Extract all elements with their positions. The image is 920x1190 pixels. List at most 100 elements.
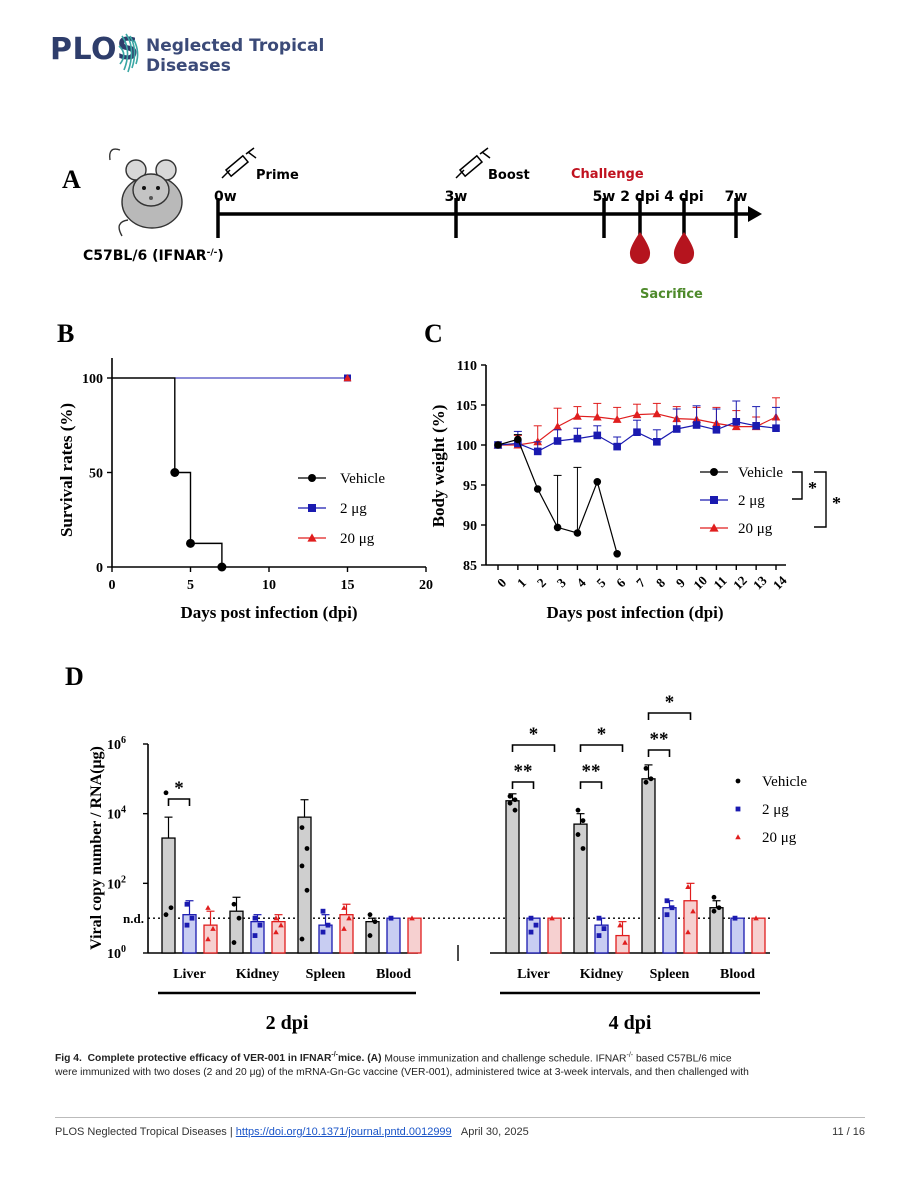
data-point xyxy=(186,538,195,548)
sacrifice-label: Sacrifice xyxy=(640,287,703,302)
data-point xyxy=(573,434,582,443)
data-point xyxy=(772,424,780,432)
significance-label: ** xyxy=(582,761,601,782)
caption-text1-sup: -/- xyxy=(626,1052,634,1059)
tissue-label: Blood xyxy=(720,967,755,982)
data-point xyxy=(592,412,602,421)
blood-drop-icon xyxy=(673,232,695,264)
x-tick-label: 2 xyxy=(534,575,549,590)
tissue-label: Kidney xyxy=(236,967,280,982)
tissue-label: Blood xyxy=(376,967,411,982)
bar xyxy=(365,921,380,954)
data-point xyxy=(690,908,696,914)
caption-panel-ref: (A) xyxy=(367,1053,382,1065)
significance-label: * xyxy=(832,493,841,513)
data-point xyxy=(580,846,586,851)
footer-doi-link[interactable]: https://doi.org/10.1371/journal.pntd.001… xyxy=(235,1126,452,1138)
prime-label: Prime xyxy=(256,168,299,183)
page-footer: PLOS Neglected Tropical Diseases | https… xyxy=(55,1126,865,1138)
timepoint-label: 4 dpi xyxy=(609,1012,652,1034)
data-point xyxy=(507,793,513,799)
data-point xyxy=(664,898,670,904)
x-tick-label: 9 xyxy=(673,575,689,591)
legend-marker xyxy=(308,504,316,512)
data-point xyxy=(553,422,562,431)
timeline-time-label: 3w xyxy=(445,189,468,205)
y-axis-title: Survival rates (%) xyxy=(57,403,76,537)
data-point xyxy=(533,447,542,456)
bar xyxy=(573,823,588,954)
data-point xyxy=(341,904,347,910)
significance-bracket xyxy=(647,712,692,720)
data-point xyxy=(494,441,502,449)
x-tick-label: 12 xyxy=(730,573,750,593)
y-tick-label: 105 xyxy=(456,399,477,414)
caption-text1: Mouse immunization and challenge schedul… xyxy=(381,1053,627,1065)
significance-label: * xyxy=(808,478,817,498)
challenge-label: Challenge xyxy=(571,167,644,182)
data-point xyxy=(685,884,691,890)
x-tick-label: 1 xyxy=(514,575,529,590)
y-tick-label: 0 xyxy=(96,561,103,576)
x-tick-label: 13 xyxy=(750,572,770,592)
data-point xyxy=(346,915,352,921)
data-point xyxy=(533,922,539,928)
data-point xyxy=(320,908,326,914)
legend-label: Vehicle xyxy=(738,465,783,481)
significance-bracket xyxy=(792,471,803,500)
data-point xyxy=(231,901,237,907)
data-point xyxy=(716,905,722,911)
data-point xyxy=(320,929,326,935)
plos-sunburst-icon xyxy=(118,33,139,73)
caption-fig-label: Fig 4. xyxy=(55,1053,82,1065)
data-point xyxy=(210,925,216,931)
data-point xyxy=(712,426,721,434)
x-tick-label: 15 xyxy=(341,578,355,593)
timeline-ticks: 0w 3w 5w 2 dpi 4 dpi 7w xyxy=(214,189,747,238)
data-point xyxy=(189,915,195,921)
data-point xyxy=(601,926,607,932)
y-tick-label: 95 xyxy=(463,479,477,494)
data-point xyxy=(643,765,649,771)
data-point xyxy=(753,915,759,921)
legend-label: 20 μg xyxy=(762,830,797,846)
data-point xyxy=(252,933,258,938)
timeline-time-label: 5w xyxy=(593,189,616,205)
data-point xyxy=(549,915,555,921)
x-tick-label: 11 xyxy=(710,573,729,592)
bar xyxy=(161,837,176,954)
data-point xyxy=(409,915,415,921)
data-point xyxy=(533,485,542,493)
legend-label: 2 μg xyxy=(340,501,367,517)
data-point xyxy=(553,437,562,445)
data-point xyxy=(622,939,628,945)
data-point xyxy=(596,933,602,938)
tissue-label: Spleen xyxy=(306,967,346,982)
survival-chart: 0 5 10 15 20 0 50 100 Days post infection (dpi) S… xyxy=(57,358,433,622)
data-point xyxy=(304,887,310,893)
legend-label: Vehicle xyxy=(340,471,385,487)
x-tick-label: 6 xyxy=(613,575,629,591)
data-point xyxy=(575,807,581,813)
legend-label: 2 μg xyxy=(738,493,765,509)
data-point xyxy=(273,915,279,921)
bar xyxy=(641,778,656,954)
mouse-strain-label: C57BL/6 (IFNAR-/-) xyxy=(83,248,224,264)
data-point xyxy=(299,936,305,942)
legend-marker xyxy=(307,533,317,542)
data-point xyxy=(613,442,621,451)
timeline-arrow xyxy=(748,206,762,222)
data-point xyxy=(632,410,642,419)
data-point xyxy=(669,905,675,911)
legend-marker xyxy=(709,523,719,532)
boost-label: Boost xyxy=(488,168,530,183)
tissue-label: Spleen xyxy=(650,967,690,982)
legend-label: Vehicle xyxy=(762,774,807,790)
x-tick-label: 14 xyxy=(770,572,790,592)
bar xyxy=(751,917,766,954)
data-point xyxy=(388,915,394,921)
data-point xyxy=(672,425,681,433)
footer-date: April 30, 2025 xyxy=(460,1126,529,1138)
bar xyxy=(547,917,562,954)
